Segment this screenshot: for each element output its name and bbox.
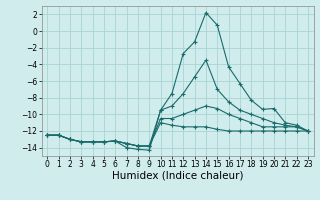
X-axis label: Humidex (Indice chaleur): Humidex (Indice chaleur): [112, 171, 243, 181]
